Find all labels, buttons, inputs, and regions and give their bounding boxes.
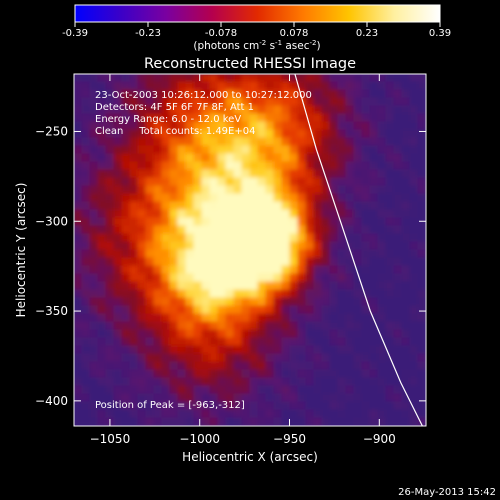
info-line-4: Clean Total counts: 1.49E+04 <box>95 126 255 137</box>
plot-frame <box>73 73 427 427</box>
colorbar <box>75 5 440 22</box>
info-line-3: Energy Range: 6.0 - 12.0 keV <box>95 114 241 125</box>
peak-position-label: Position of Peak = [-963,-312] <box>95 400 245 411</box>
heatmap-image <box>74 74 426 426</box>
colorbar-tick-label: -0.39 <box>62 28 88 39</box>
solar-limb-curve <box>294 74 423 426</box>
colorbar-unit-label: (photons cm-2 s-1 asec-2) <box>193 39 320 52</box>
info-line-1: 23-Oct-2003 10:26:12.000 to 10:27:12.000 <box>95 90 312 101</box>
x-tick-label: −900 <box>363 432 396 446</box>
x-tick-label: −1000 <box>179 432 220 446</box>
colorbar-tick-label: 0.078 <box>280 28 309 39</box>
y-axis-label: Heliocentric Y (arcsec) <box>14 183 28 318</box>
y-tick-label: −400 <box>35 394 68 408</box>
chart-title: Reconstructed RHESSI Image <box>144 56 356 72</box>
colorbar-tick-label: 0.39 <box>429 28 451 39</box>
x-tick-label: −950 <box>273 432 306 446</box>
y-tick-label: −350 <box>35 304 68 318</box>
y-tick-label: −300 <box>35 214 68 228</box>
y-tick-label: −250 <box>35 124 68 138</box>
info-line-2: Detectors: 4F 5F 6F 7F 8F, Att 1 <box>95 102 254 113</box>
timestamp: 26-May-2013 15:42 <box>398 487 496 498</box>
colorbar-tick-label: 0.23 <box>356 28 378 39</box>
x-tick-label: −1050 <box>90 432 131 446</box>
colorbar-tick-label: -0.078 <box>205 28 237 39</box>
colorbar-tick-label: -0.23 <box>135 28 161 39</box>
axis-ticks: −1050 −1000 −950 −900 −250 −300 −350 −400 <box>35 74 426 446</box>
x-axis-label: Heliocentric X (arcsec) <box>182 450 318 464</box>
colorbar-frame <box>74 4 441 23</box>
colorbar-ticks: -0.39 -0.23 -0.078 0.078 0.23 0.39 <box>62 22 451 39</box>
